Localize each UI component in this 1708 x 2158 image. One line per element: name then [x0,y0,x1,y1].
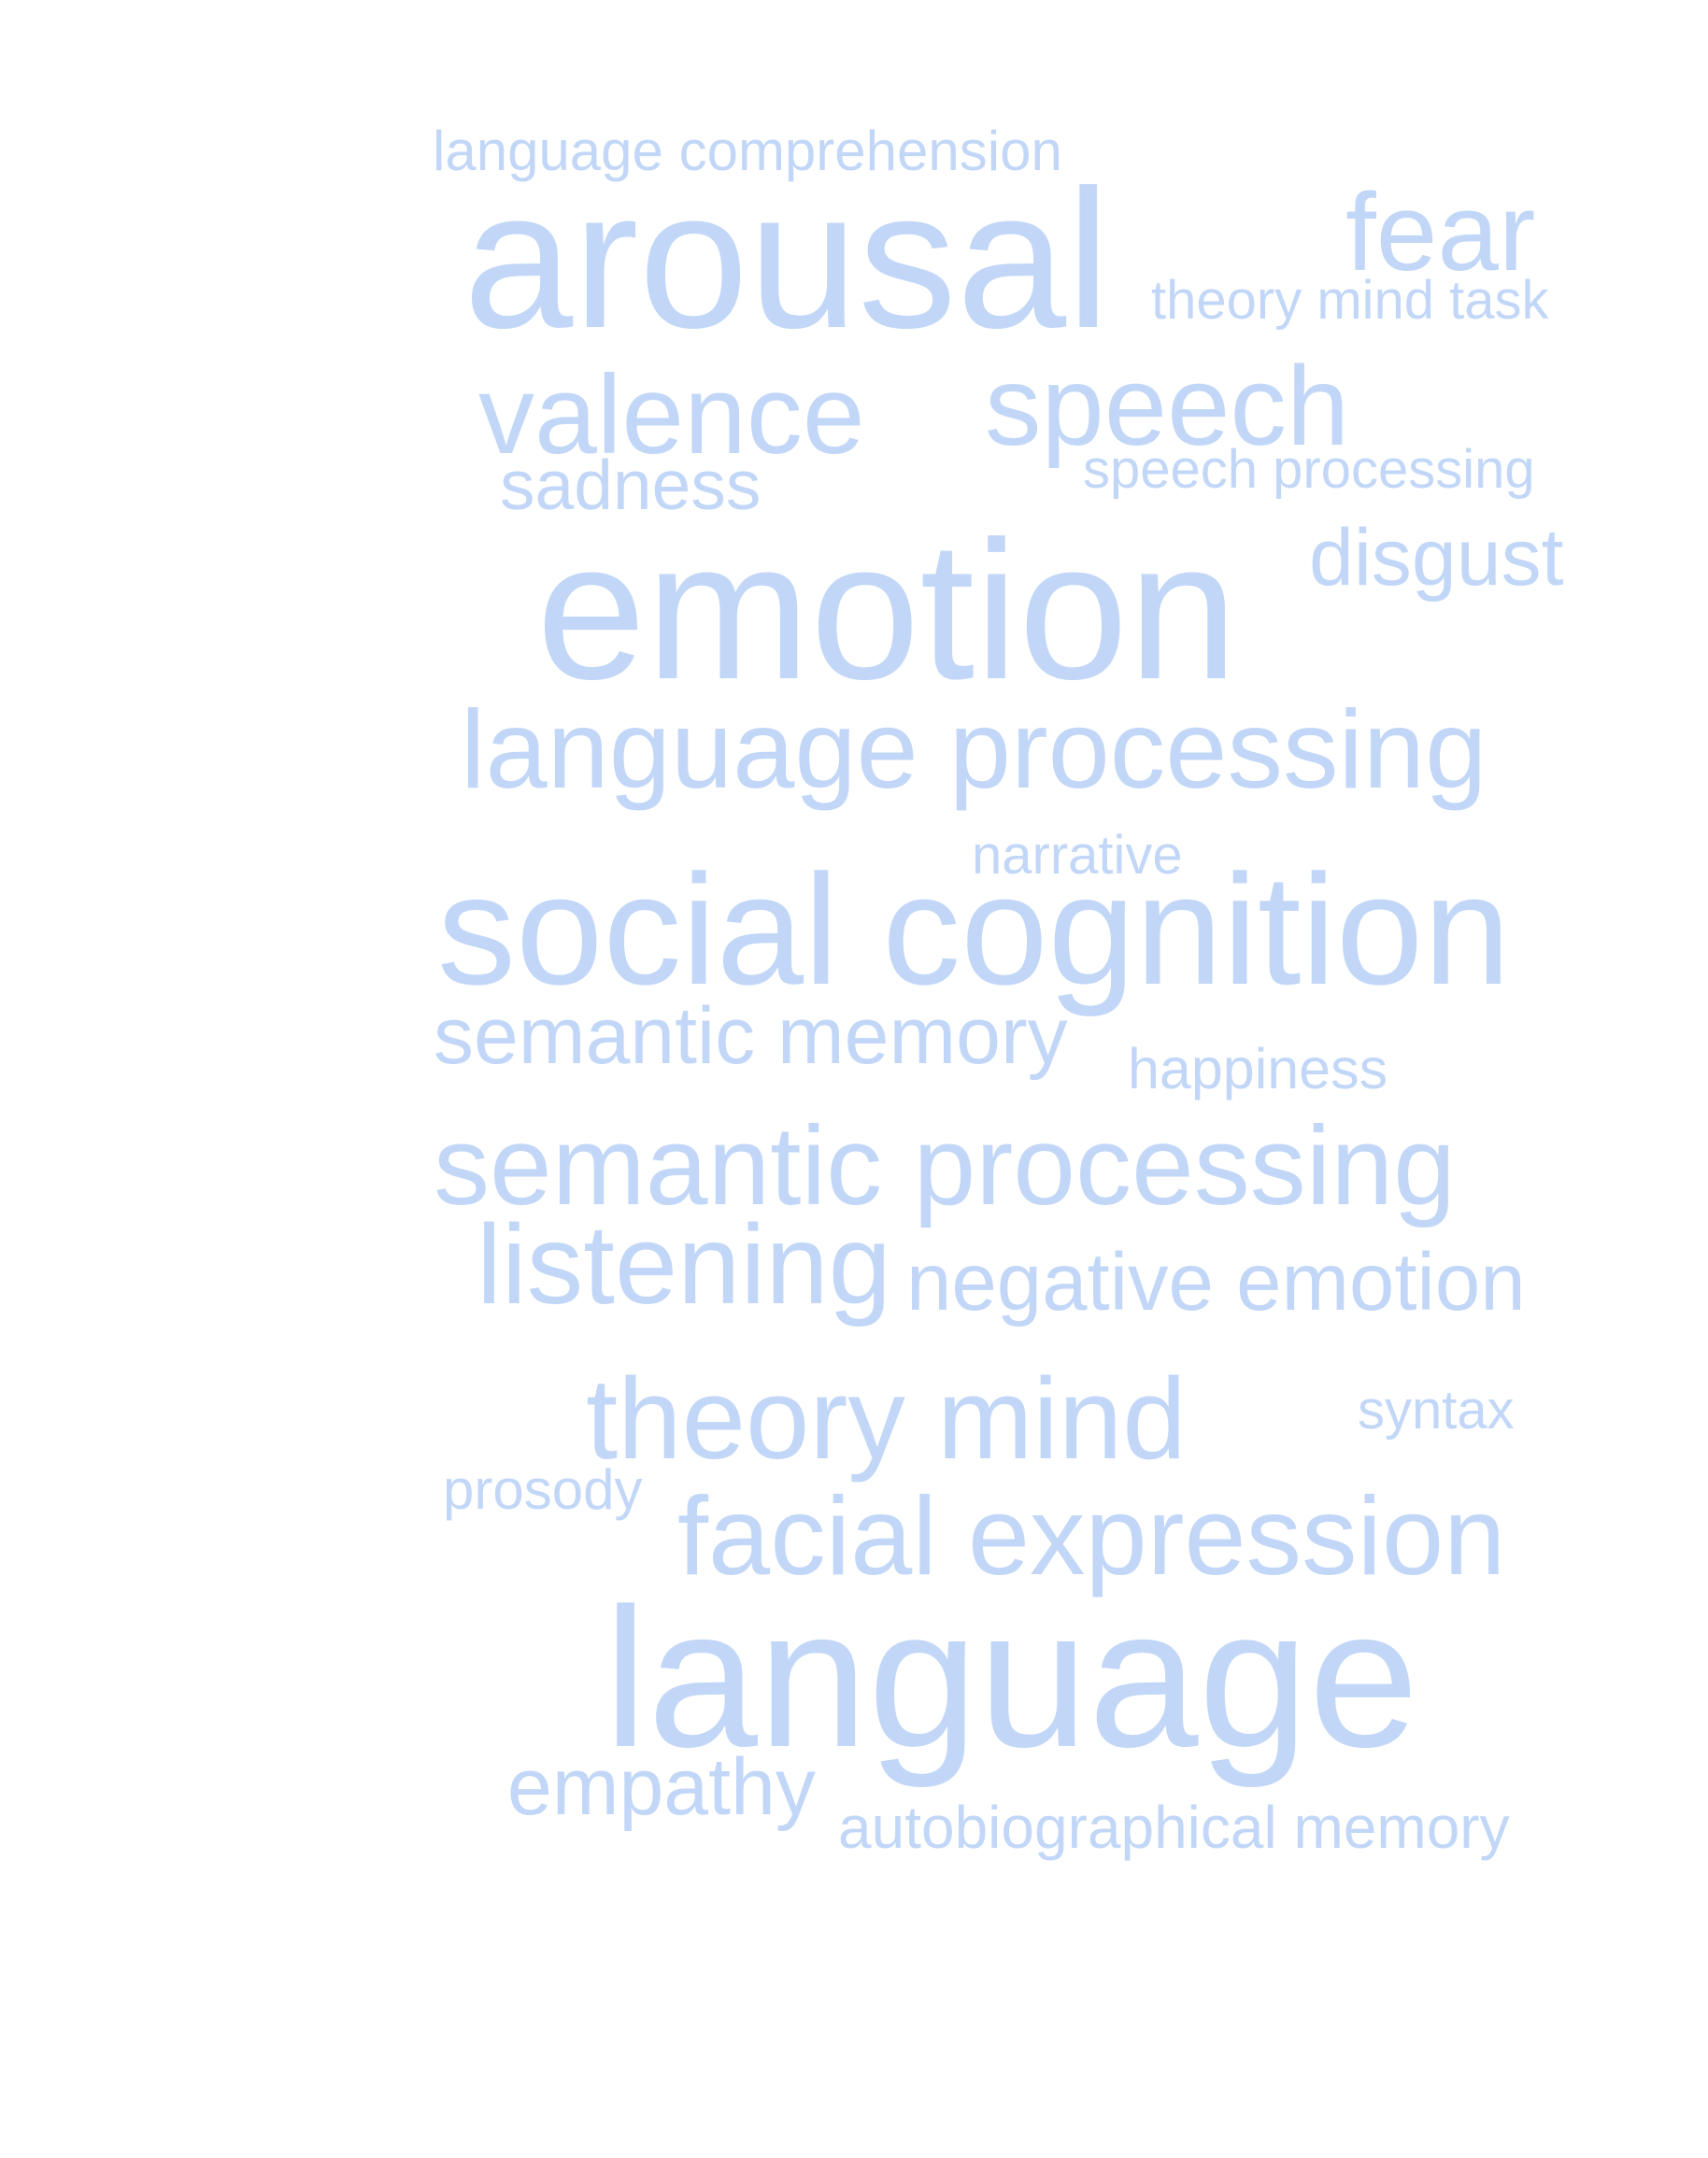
word-negative-emotion: negative emotion [906,1237,1526,1327]
word-semantic-processing: semantic processing [434,1103,1456,1228]
word-semantic-memory: semantic memory [434,991,1068,1081]
word-language-processing: language processing [461,688,1487,812]
word-listening: listening [477,1200,891,1327]
word-empathy: empathy [507,1742,816,1832]
word-narrative: narrative [972,825,1183,886]
word-happiness: happiness [1128,1037,1388,1100]
word-syntax: syntax [1358,1380,1515,1441]
word-arousal: arousal [463,149,1111,369]
word-theory-mind: theory mind [586,1356,1187,1484]
word-emotion: emotion [536,500,1238,720]
word-social-cognition: social cognition [437,842,1511,1017]
word-facial-expression: facial expression [677,1474,1506,1598]
word-sadness: sadness [500,446,761,524]
word-speech-processing: speech processing [1083,439,1535,500]
word-disgust: disgust [1309,513,1564,603]
word-speech: speech [985,342,1350,469]
word-valence: valence [478,352,865,477]
word-language-comprehension: language comprehension [433,120,1062,182]
word-autobiographical-memory: autobiographical memory [838,1794,1510,1861]
word-fear: fear [1345,171,1536,294]
word-prosody: prosody [443,1458,643,1521]
word-theory-mind-task: theory mind task [1151,270,1549,331]
word-language: language [604,1567,1419,1788]
